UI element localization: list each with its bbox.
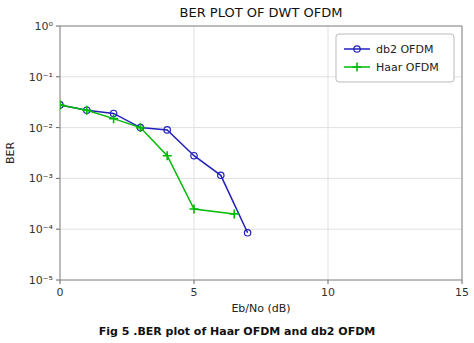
tick-label: 0 <box>57 286 64 299</box>
caption: Fig 5 .BER plot of Haar OFDM and db2 OFD… <box>99 325 376 338</box>
plot-frame <box>60 26 462 280</box>
tick-label: 10⁻¹ <box>29 71 53 84</box>
point <box>109 114 118 123</box>
tick-label: 10⁻⁵ <box>29 274 53 287</box>
tick-label: 10⁻² <box>29 122 53 135</box>
tick-label: 5 <box>191 286 198 299</box>
series-line <box>60 105 248 233</box>
point <box>191 152 197 158</box>
tick-label: 10 <box>321 286 335 299</box>
chart: 0 5 10 15 10⁻⁵ 10⁻⁴ 10⁻³ 10⁻² 10⁻¹ 10⁰ db2 OFDM Haa… <box>0 0 474 343</box>
title: BER PLOT OF DWT OFDM <box>180 5 343 20</box>
data <box>60 100 251 236</box>
point <box>60 100 65 109</box>
grid-line <box>328 26 329 280</box>
tick-mark <box>462 280 463 284</box>
tick-mark <box>56 76 60 77</box>
tick-mark <box>60 280 61 284</box>
tick-mark <box>56 26 60 27</box>
grid-line <box>60 178 462 179</box>
legend-box <box>336 34 454 82</box>
legend-label: Haar OFDM <box>376 61 439 74</box>
series-line <box>60 105 234 214</box>
grid <box>60 26 462 280</box>
tick-mark <box>56 229 60 230</box>
tick-label: 10⁻³ <box>29 172 53 185</box>
legend: db2 OFDM Haar OFDM <box>336 34 454 82</box>
legend-label: db2 OFDM <box>376 43 433 56</box>
tick-label: 15 <box>455 286 469 299</box>
point <box>190 204 199 213</box>
tick-mark <box>194 280 195 284</box>
point <box>218 172 224 178</box>
grid-line <box>60 229 462 230</box>
legend-line <box>344 48 370 50</box>
tick-label: 10⁰ <box>35 20 54 33</box>
point <box>136 123 145 132</box>
y-axis-label: BER <box>4 142 17 164</box>
axes: 0 5 10 15 10⁻⁵ 10⁻⁴ 10⁻³ 10⁻² 10⁻¹ 10⁰ <box>29 20 469 299</box>
point <box>230 209 239 218</box>
tick-mark <box>56 127 60 128</box>
plot-area <box>60 26 462 280</box>
grid-line <box>60 127 462 128</box>
point <box>82 106 91 115</box>
tick-mark <box>328 280 329 284</box>
tick-mark <box>56 280 60 281</box>
point <box>244 230 250 236</box>
x-axis-label: Eb/No (dB) <box>231 302 290 315</box>
legend-marker <box>353 63 362 72</box>
tick-label: 10⁻⁴ <box>29 223 54 236</box>
point <box>164 127 170 133</box>
tick-mark <box>56 178 60 179</box>
legend-marker <box>354 46 360 52</box>
point <box>163 151 172 160</box>
